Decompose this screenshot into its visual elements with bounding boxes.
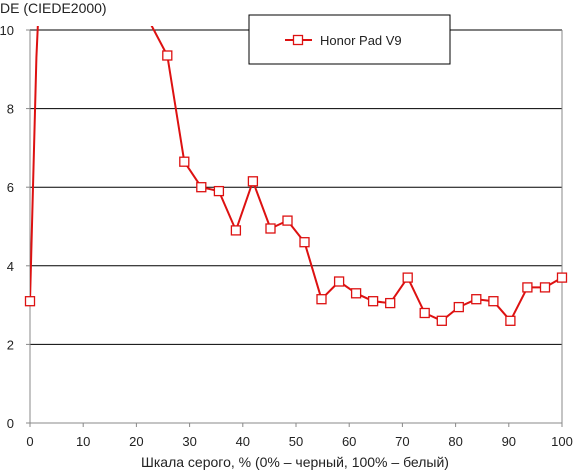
series-layer <box>30 26 563 322</box>
data-point <box>471 294 482 305</box>
data-point <box>316 294 327 305</box>
x-tick-label: 40 <box>236 434 250 449</box>
x-tick-label: 90 <box>502 434 516 449</box>
legend-box <box>248 14 451 65</box>
data-point <box>488 296 499 307</box>
data-point <box>539 282 551 293</box>
data-point <box>453 301 464 313</box>
marker-layer <box>24 50 568 326</box>
data-point <box>556 272 568 283</box>
legend: Honor Pad V9 <box>248 14 451 65</box>
data-point <box>419 307 430 319</box>
y-axis-title: DE (CIEDE2000) <box>0 0 107 16</box>
axes <box>26 29 563 427</box>
data-point <box>162 50 173 61</box>
x-tick-label: 20 <box>129 434 143 449</box>
data-point <box>196 182 207 193</box>
data-point <box>367 296 379 307</box>
y-tick-label: 4 <box>7 259 14 274</box>
x-tick-label: 10 <box>76 434 90 449</box>
data-point <box>213 185 225 197</box>
data-point <box>333 276 345 287</box>
y-tick-label: 2 <box>7 337 14 352</box>
data-point <box>402 272 413 283</box>
y-tick-label: 8 <box>7 102 14 117</box>
x-tick-label: 60 <box>342 434 356 449</box>
y-tick-label: 0 <box>7 416 14 431</box>
data-point <box>24 296 36 307</box>
data-point <box>230 225 242 236</box>
x-axis-title: Шкала серого, % (0% – черный, 100% – бел… <box>141 454 449 470</box>
data-point <box>282 215 293 226</box>
data-point <box>179 156 190 167</box>
data-point <box>505 315 516 326</box>
legend-marker-sample <box>292 34 304 46</box>
grid-lines <box>30 29 562 345</box>
x-tick-label: 50 <box>289 434 303 449</box>
data-point <box>247 176 259 187</box>
legend-label: Honor Pad V9 <box>320 33 402 48</box>
x-tick-label: 30 <box>182 434 196 449</box>
series-line-0 <box>30 26 563 322</box>
x-tick-label: 0 <box>26 434 33 449</box>
data-point <box>265 223 276 234</box>
x-tick-label: 100 <box>551 434 573 449</box>
data-point <box>522 282 533 293</box>
x-tick-label: 80 <box>448 434 462 449</box>
y-tick-label: 6 <box>7 180 14 195</box>
data-point <box>299 237 310 248</box>
y-tick-label: 10 <box>0 23 14 38</box>
data-point <box>385 297 396 309</box>
data-point <box>350 288 362 299</box>
x-tick-label: 70 <box>395 434 409 449</box>
data-point <box>436 315 447 326</box>
